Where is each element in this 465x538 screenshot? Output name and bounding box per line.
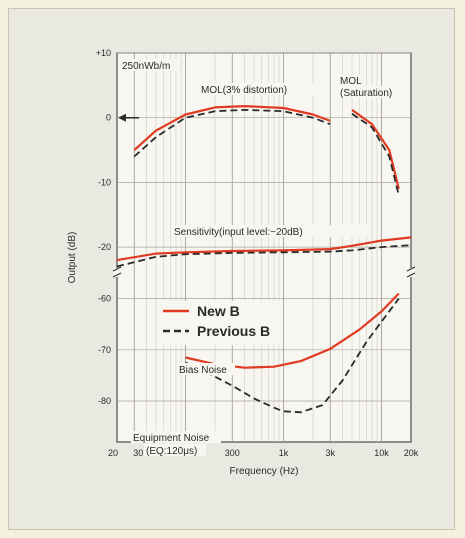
y-tick-label: -80	[98, 396, 111, 406]
annotation-mols2: (Saturation)	[340, 88, 392, 99]
legend-box	[157, 301, 283, 345]
series-line-new-b	[133, 105, 331, 151]
series-line-previous-b	[185, 298, 400, 414]
legend-label: Previous B	[197, 323, 270, 339]
annotation-eqn2: (EQ:120μs)	[146, 446, 197, 457]
reference-arrow-icon	[118, 113, 126, 122]
annotation-ref: 250nWb/m	[122, 61, 170, 72]
series-line-new-b	[351, 109, 400, 190]
x-tick-label: 30	[133, 448, 143, 458]
series-line-previous-b	[133, 109, 331, 158]
annotation-backdrop	[131, 431, 221, 443]
x-tick-label: 1k	[279, 448, 289, 458]
y-tick-label: -60	[98, 294, 111, 304]
annotation-eqn1: Equipment Noise	[133, 433, 210, 444]
y-tick-label: -10	[98, 177, 111, 187]
x-axis-label: Frequency (Hz)	[230, 466, 299, 477]
x-tick-label: 10k	[374, 448, 389, 458]
x-tick-label: 3k	[325, 448, 335, 458]
axis-break-mark	[112, 266, 122, 278]
annotation-backdrop	[144, 444, 206, 456]
axis-break-gap	[407, 268, 415, 277]
annotation-mol: MOL(3% distortion)	[201, 85, 287, 96]
annotation-backdrop	[338, 86, 400, 98]
series-line-previous-b	[116, 244, 412, 268]
annotation-backdrop	[120, 59, 178, 71]
annotation-backdrop	[338, 74, 366, 86]
y-tick-label: -20	[98, 242, 111, 252]
annotation-sens: Sensitivity(input level:−20dB)	[174, 227, 303, 238]
y-tick-label: +10	[96, 48, 111, 58]
x-tick-label: 20	[108, 448, 118, 458]
x-tick-label: 300	[225, 448, 240, 458]
annotation-bias: Bias Noise	[179, 365, 227, 376]
annotation-backdrop	[172, 225, 368, 237]
annotation-backdrop	[199, 83, 319, 95]
legend-label: New B	[197, 303, 240, 319]
axis-break-gap	[113, 268, 121, 277]
frequency-response-chart: 20301003001k3k10k20k+100-10-20-60-70-80F…	[67, 48, 419, 477]
y-axis-label: Output (dB)	[67, 232, 78, 284]
y-tick-label: 0	[106, 113, 111, 123]
y-tick-label: -70	[98, 345, 111, 355]
annotation-mols1: MOL	[340, 76, 362, 87]
series-line-new-b	[116, 236, 412, 262]
chart-panel: 20301003001k3k10k20k+100-10-20-60-70-80F…	[8, 8, 455, 530]
series-line-previous-b	[351, 113, 400, 196]
annotation-backdrop	[177, 363, 235, 375]
x-tick-label: 20k	[404, 448, 419, 458]
axis-break-mark	[406, 266, 416, 278]
